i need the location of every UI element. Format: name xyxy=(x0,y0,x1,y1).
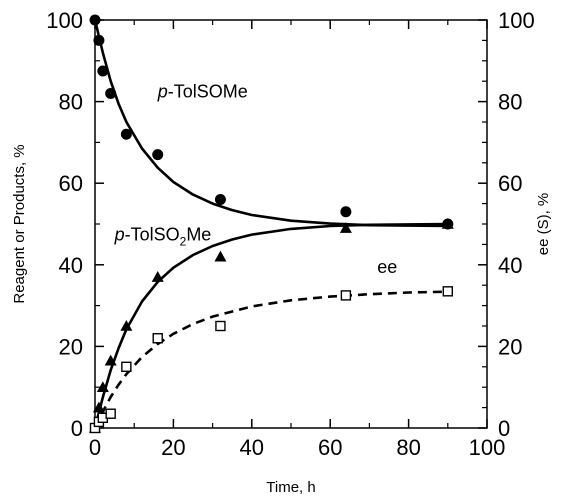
data-point-circle xyxy=(120,128,132,140)
y2-tick-label: 40 xyxy=(498,253,522,278)
x-tick-label: 100 xyxy=(469,435,506,460)
x-axis-title: Time, h xyxy=(266,479,315,496)
data-point-square xyxy=(340,290,352,301)
y2-tick-label: 60 xyxy=(498,171,522,196)
data-point-circle xyxy=(93,34,105,46)
annotation-rest: -TolSO xyxy=(125,224,180,244)
y-tick-label: 80 xyxy=(59,90,83,115)
annotation-ee: ee xyxy=(377,257,397,277)
data-point-triangle xyxy=(104,354,117,366)
data-markers xyxy=(89,14,454,434)
y2-tick-label: 20 xyxy=(498,334,522,359)
y-tick-label: 40 xyxy=(59,253,83,278)
data-point-triangle xyxy=(151,271,164,282)
data-point-square xyxy=(215,320,226,332)
y-tick-label: 0 xyxy=(71,416,83,441)
y2-tick-label: 80 xyxy=(498,90,522,115)
data-point-triangle xyxy=(96,381,109,392)
annotation-italic-prefix: p xyxy=(114,224,125,244)
y-axis-title: Reagent or Products, % xyxy=(11,144,28,303)
annotation-p-tolso2me: p-TolSO2Me xyxy=(114,224,212,248)
annotation-subscript: 2 xyxy=(180,234,187,248)
annotation-italic-prefix: p xyxy=(157,82,168,102)
data-point-circle xyxy=(105,87,117,99)
data-point-square xyxy=(121,361,132,372)
x-tick-label: 60 xyxy=(318,435,342,460)
y2-tick-label: 100 xyxy=(498,8,535,33)
fit-curve-p-tolso2me xyxy=(93,222,448,429)
data-point-triangle xyxy=(92,401,105,413)
y-tick-label: 20 xyxy=(59,334,83,359)
y2-axis-title: ee (S), % xyxy=(535,193,552,256)
data-point-square xyxy=(105,408,116,419)
y-tick-label: 100 xyxy=(46,8,83,33)
x-tick-label: 0 xyxy=(89,435,101,460)
data-point-circle xyxy=(340,206,352,218)
x-tick-label: 40 xyxy=(240,435,264,460)
y-tick-label: 60 xyxy=(59,171,83,196)
data-point-circle xyxy=(152,149,164,161)
x-tick-label: 20 xyxy=(161,435,185,460)
fit-curve-ee xyxy=(93,290,448,429)
y2-tick-label: 0 xyxy=(498,416,510,441)
labels: Time, h Reagent or Products, % ee (S), %… xyxy=(11,82,552,496)
data-point-circle xyxy=(214,194,226,206)
x-tick-label: 80 xyxy=(396,435,420,460)
data-point-triangle xyxy=(214,250,227,262)
data-point-triangle xyxy=(441,218,454,229)
data-point-circle xyxy=(89,14,101,26)
data-point-triangle xyxy=(120,320,133,331)
data-point-square xyxy=(152,333,163,344)
data-point-triangle xyxy=(339,222,352,233)
annotation-tail: Me xyxy=(186,224,211,244)
data-point-square xyxy=(442,286,453,297)
annotation-p-tolsome: p-TolSOMe xyxy=(157,82,248,102)
fit-curve-p-tolsome xyxy=(93,19,448,228)
data-point-circle xyxy=(97,65,109,77)
annotation-rest: -TolSOMe xyxy=(168,82,248,102)
